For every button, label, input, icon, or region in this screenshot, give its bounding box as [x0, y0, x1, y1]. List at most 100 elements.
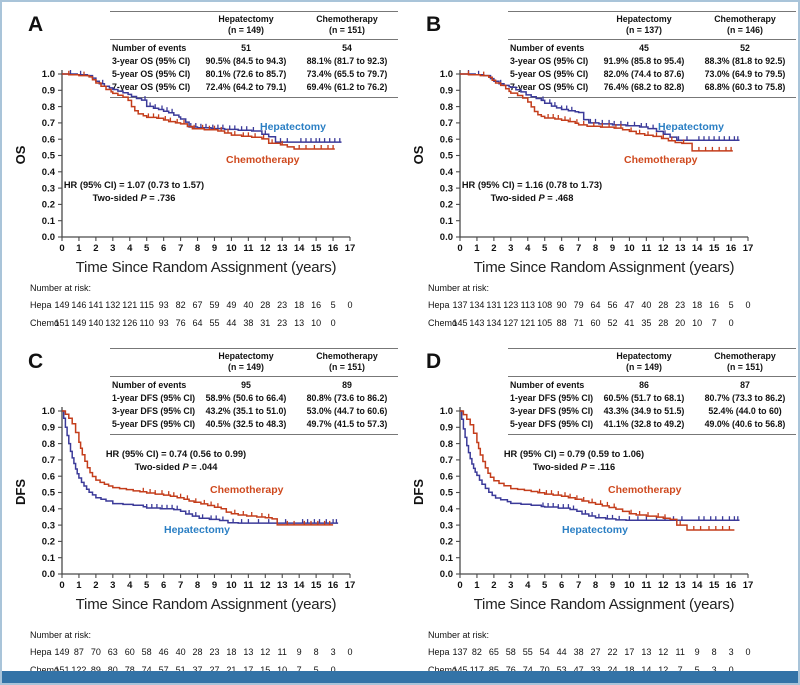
row-label: 3-year OS (95% CI) [112, 56, 191, 66]
risk-count: 28 [192, 647, 203, 657]
col-hepatectomy: Hepatectomy [616, 14, 672, 24]
risk-count: 60 [124, 647, 135, 657]
risk-count: 82 [175, 300, 186, 310]
y-tick-label: 0.3 [440, 183, 453, 194]
row-value: 80.1% (72.6 to 85.7) [205, 69, 287, 79]
x-tick-label: 13 [675, 243, 686, 254]
row-value: 49.7% (41.5 to 57.3) [306, 419, 388, 429]
x-tick-label: 5 [144, 580, 150, 591]
x-tick-label: 8 [195, 243, 200, 254]
x-tick-label: 14 [692, 580, 703, 591]
risk-count: 0 [728, 665, 734, 675]
risk-count: 40 [243, 300, 254, 310]
risk-count: 13 [641, 647, 652, 657]
col-hepatectomy-n: (n = 149) [228, 362, 264, 372]
x-tick-label: 0 [59, 580, 64, 591]
x-tick-label: 4 [127, 580, 133, 591]
x-tick-label: 8 [195, 580, 200, 591]
col-chemotherapy-n: (n = 151) [329, 25, 365, 35]
risk-count: 51 [175, 665, 186, 675]
y-tick-label: 1.0 [42, 69, 55, 80]
x-tick-label: 16 [726, 243, 737, 254]
y-tick-label: 0.9 [440, 423, 453, 434]
risk-count: 53 [556, 665, 567, 675]
risk-count: 149 [54, 300, 70, 310]
x-tick-label: 3 [508, 580, 513, 591]
y-tick-label: 0.7 [42, 455, 55, 466]
risk-count: 60 [590, 318, 601, 328]
p-value-line: Two-sided P = .468 [490, 193, 574, 203]
risk-count: 20 [675, 318, 686, 328]
row-value: 88.1% (81.7 to 92.3) [306, 56, 388, 66]
risk-count: 64 [192, 318, 203, 328]
row-value: 49.0% (40.6 to 56.8) [704, 419, 786, 429]
risk-count: 13 [243, 647, 254, 657]
hepatectomy-curve-label: Hepatectomy [260, 121, 326, 133]
x-tick-label: 12 [658, 580, 669, 591]
summary-table-row: 5-year OS (95% CI) 80.1% (72.6 to 85.7) 73… [110, 68, 398, 81]
summary-stats-table: Hepatectomy (n = 149) Chemotherapy (n = 15… [508, 348, 796, 435]
risk-count: 0 [745, 647, 751, 657]
axes [459, 407, 748, 575]
row-label: Number of events [112, 43, 187, 53]
row-value: 90.5% (84.5 to 94.3) [205, 56, 287, 66]
row-value: 68.8% (60.3 to 75.8) [704, 82, 786, 92]
x-tick-label: 3 [110, 243, 115, 254]
x-tick-label: 9 [212, 243, 217, 254]
risk-count: 105 [537, 318, 553, 328]
y-tick-label: 0.2 [440, 200, 453, 211]
risk-count: 44 [226, 318, 237, 328]
risk-count: 59 [209, 300, 220, 310]
row-value: 51 [241, 43, 251, 53]
y-tick-label: 0.5 [440, 488, 454, 499]
risk-count: 5 [728, 300, 734, 310]
col-chemotherapy: Chemotherapy [316, 14, 378, 24]
risk-count: 149 [71, 318, 87, 328]
x-tick-label: 17 [743, 580, 754, 591]
risk-count: 0 [347, 647, 353, 657]
risk-count: 12 [658, 665, 669, 675]
x-tick-label: 6 [161, 580, 166, 591]
risk-count: 89 [90, 665, 101, 675]
risk-count: 143 [469, 318, 485, 328]
chemotherapy-curve-label: Chemotherapy [608, 484, 682, 496]
risk-count: 28 [658, 300, 669, 310]
risk-count: 0 [330, 318, 336, 328]
risk-count: 3 [711, 665, 717, 675]
summary-table-body: Number of events 86 87 1-year DFS (95% CI) 6… [508, 377, 796, 435]
x-tick-label: 17 [345, 580, 356, 591]
chemotherapy-curve-label: Chemotherapy [624, 154, 698, 166]
risk-count: 93 [158, 300, 169, 310]
risk-count: 58 [141, 647, 152, 657]
risk-count: 122 [71, 665, 87, 675]
risk-count: 8 [313, 647, 319, 657]
y-tick-label: 0.4 [440, 504, 454, 515]
risk-count: 40 [175, 647, 186, 657]
row-value: 41.1% (32.8 to 49.2) [603, 419, 685, 429]
risk-count: 151 [54, 665, 70, 675]
number-at-risk-header: Number at risk: [428, 283, 490, 293]
x-tick-label: 14 [692, 243, 703, 254]
x-tick-label: 11 [243, 243, 254, 254]
risk-count: 12 [658, 647, 669, 657]
risk-count: 71 [573, 318, 584, 328]
y-tick-label: 0.4 [42, 167, 56, 178]
x-axis-label: Time Since Random Assignment (years) [75, 259, 337, 276]
risk-count: 9 [296, 647, 302, 657]
y-tick-label: 0.9 [42, 423, 55, 434]
risk-count: 58 [505, 647, 516, 657]
x-tick-label: 11 [641, 580, 652, 591]
x-tick-label: 13 [277, 243, 288, 254]
risk-count: 10 [311, 318, 322, 328]
risk-row-chemo: Chemo 151 149 140 132 126 110 93 76 64 55 44 38 31 23 1… [30, 318, 336, 328]
summary-table-body: Number of events 51 54 3-year OS (95% CI) 90… [110, 40, 398, 98]
y-tick-label: 1.0 [440, 69, 453, 80]
y-axis-label: DFS [13, 479, 28, 505]
risk-count: 8 [711, 647, 717, 657]
x-tick-label: 10 [226, 243, 237, 254]
x-tick-label: 0 [59, 243, 64, 254]
risk-count: 137 [452, 647, 468, 657]
axes [61, 70, 350, 238]
summary-table-row: 5-year DFS (95% CI) 41.1% (32.8 to 49.2) 4… [508, 418, 796, 431]
x-tick-label: 1 [474, 243, 480, 254]
